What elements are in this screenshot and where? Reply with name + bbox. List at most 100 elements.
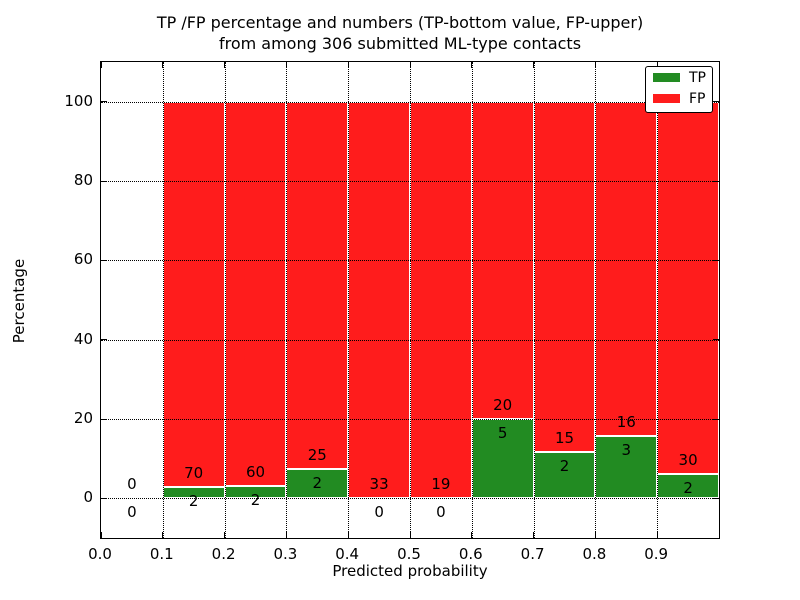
y-tick-label: 60 [73, 250, 93, 269]
y-tick-label: 20 [73, 409, 93, 427]
x-gridline [348, 62, 350, 538]
y-tick-mark [101, 259, 107, 261]
x-tick-label: 0.5 [397, 545, 421, 563]
y-tick-mark [101, 101, 107, 103]
y-tick-mark [713, 497, 719, 499]
y-tick-mark [713, 180, 719, 182]
chart-title-line2: from among 306 submitted ML-type contact… [218, 34, 582, 53]
tp-bar-segment [286, 468, 349, 499]
fp-count-label: 33 [369, 475, 389, 494]
x-tick-mark [594, 532, 596, 538]
tp-count-label: 2 [312, 473, 323, 492]
x-tick-label: 0.1 [149, 545, 174, 563]
y-tick-mark [713, 339, 719, 341]
x-tick-mark [100, 62, 102, 68]
tp-count-label: 2 [188, 492, 199, 511]
fp-bar-segment [595, 101, 658, 436]
chart-title-line1: TP /FP percentage and numbers (TP-bottom… [156, 13, 644, 32]
y-tick-mark [101, 339, 107, 341]
x-axis-label: Predicted probability [332, 562, 488, 580]
x-tick-mark [162, 62, 164, 68]
y-tick-mark [713, 259, 719, 261]
y-axis-label: Percentage [10, 258, 28, 344]
fp-legend-swatch [653, 94, 680, 103]
y-tick-mark [101, 418, 107, 420]
x-tick-mark [471, 62, 473, 68]
x-tick-mark [656, 62, 658, 68]
tp-count-label: 2 [683, 478, 693, 497]
legend: TP FP [645, 66, 713, 113]
tp-legend-swatch [653, 73, 680, 82]
x-tick-mark [347, 532, 349, 538]
tp-count-label: 3 [621, 440, 632, 459]
legend-row-tp: TP [646, 67, 712, 88]
x-tick-mark [594, 62, 596, 68]
fp-bar-segment [286, 101, 349, 469]
fp-count-label: 20 [493, 396, 513, 414]
x-tick-label: 0.2 [211, 545, 236, 563]
y-tick-mark [713, 418, 719, 420]
tp-count-label: 0 [436, 503, 446, 522]
fp-count-label: 0 [127, 475, 137, 494]
x-tick-mark [409, 62, 411, 68]
x-tick-mark [285, 62, 287, 68]
fp-count-label: 25 [307, 445, 327, 464]
x-tick-label: 0.6 [458, 545, 483, 563]
y-tick-label: 80 [73, 171, 93, 189]
tp-count-label: 2 [250, 490, 261, 509]
fp-bar-segment [224, 101, 287, 486]
tp-legend-label: TP [689, 69, 706, 86]
x-tick-mark [533, 532, 535, 538]
x-gridline [471, 62, 473, 538]
tp-count-label: 0 [127, 503, 137, 522]
x-gridline [410, 62, 411, 538]
x-gridline [533, 62, 535, 538]
x-tick-mark [409, 532, 411, 538]
fp-count-label: 19 [431, 475, 451, 494]
x-gridline [657, 62, 659, 538]
x-gridline [162, 62, 164, 538]
tp-count-label: 5 [497, 424, 508, 442]
fp-bar-segment [657, 101, 719, 474]
fp-legend-label: FP [689, 90, 706, 107]
x-tick-label: 0.3 [273, 545, 298, 563]
x-tick-mark [471, 532, 473, 538]
x-tick-mark [162, 532, 164, 538]
x-gridline [286, 62, 288, 538]
x-tick-mark [285, 532, 287, 538]
x-gridline [595, 62, 597, 538]
x-tick-label: 0.8 [582, 545, 607, 563]
x-tick-label: 0.9 [644, 545, 669, 563]
fp-count-label: 70 [184, 464, 204, 483]
fp-count-label: 30 [678, 450, 698, 469]
tp-count-label: 2 [559, 456, 570, 475]
x-tick-mark [347, 62, 349, 68]
fp-count-label: 60 [245, 462, 266, 481]
fp-count-label: 15 [554, 428, 575, 447]
y-tick-mark [101, 497, 107, 499]
legend-row-fp: FP [646, 88, 712, 109]
y-tick-mark [101, 180, 107, 182]
y-tick-label: 40 [73, 329, 93, 348]
y-tick-label: 0 [83, 488, 93, 507]
plot-area: TP FP 0 0 70 2 60 2 25 2 33 0 19 0 20 5 15 2 16 3 30 2 [100, 61, 720, 539]
x-tick-label: 0.4 [335, 545, 360, 563]
x-tick-mark [224, 532, 226, 538]
x-tick-mark [656, 532, 658, 538]
x-tick-label: 0.7 [520, 545, 545, 563]
tp-bar-segment [471, 419, 534, 499]
x-tick-mark [533, 62, 535, 68]
x-gridline [224, 62, 226, 538]
fp-bar-segment [162, 101, 225, 488]
y-tick-label: 100 [64, 91, 93, 110]
x-tick-mark [100, 532, 102, 538]
y-tick-mark [713, 101, 719, 103]
fp-count-label: 16 [616, 412, 636, 431]
fp-bar-segment [533, 101, 596, 452]
fp-bar-segment [410, 101, 472, 499]
x-tick-label: 0.0 [88, 545, 112, 563]
tp-count-label: 0 [374, 503, 384, 522]
x-tick-mark [224, 62, 226, 68]
fp-bar-segment [348, 101, 410, 499]
